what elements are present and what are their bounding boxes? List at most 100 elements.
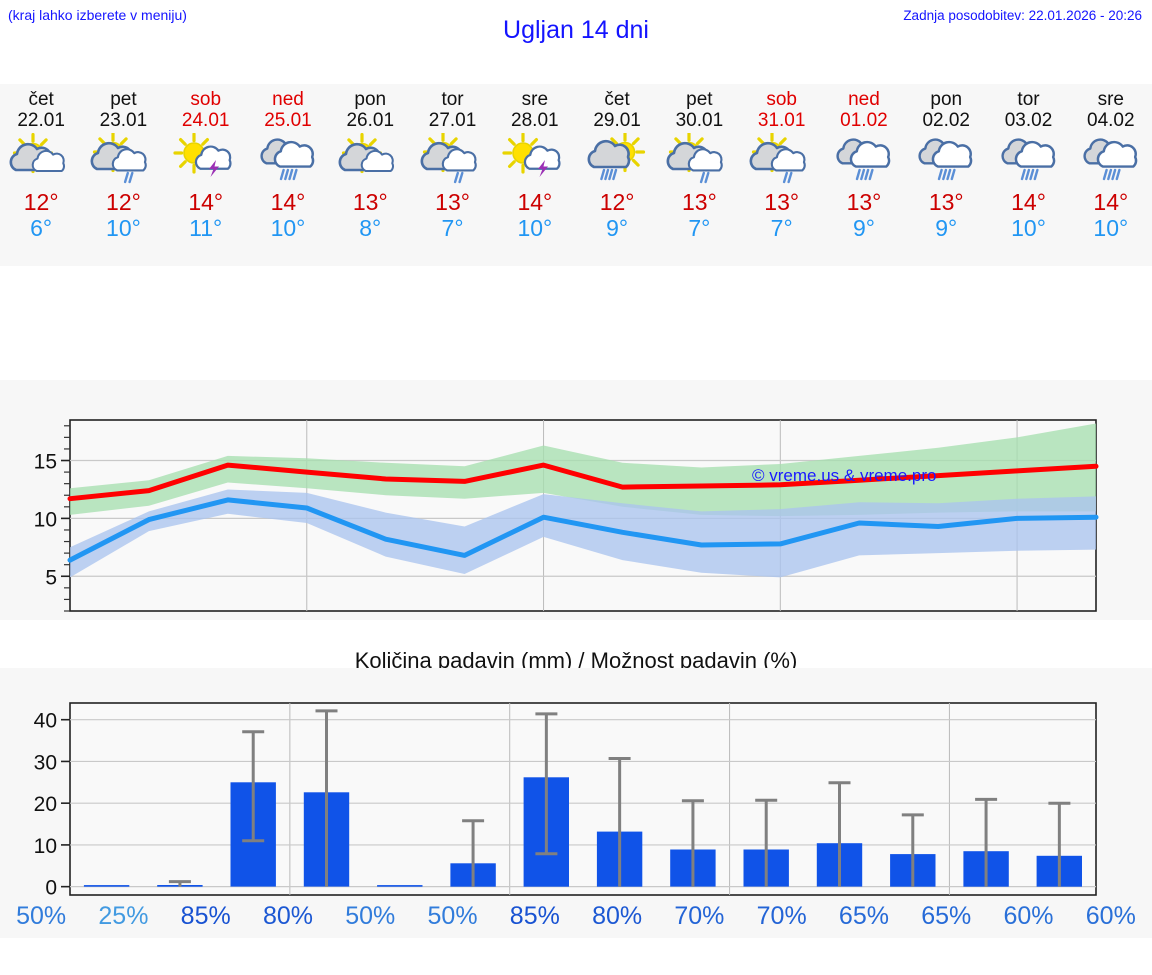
sun-cloud-icon [329,133,411,189]
svg-text:0: 0 [45,877,57,900]
day-of-week-label: sob [190,89,222,110]
min-temperature-label: 6° [30,215,53,241]
min-temperature-label: 9° [935,215,958,241]
location-menu-note[interactable]: (kraj lahko izberete v meniju) [8,7,187,23]
day-date-label: 30.01 [675,110,724,131]
precipitation-probability-label: 60% [1085,902,1136,930]
svg-text:40: 40 [34,710,57,733]
day-of-week-label: čet [604,89,630,110]
day-cell[interactable]: čet 22.01 12° 6° [0,84,82,266]
cloud-rain-icon [905,133,987,189]
day-date-label: 02.02 [922,110,970,131]
day-of-week-label: sob [766,89,797,110]
max-temperature-label: 14° [188,189,224,215]
day-cell[interactable]: pon 26.01 13° 8° [329,84,411,266]
sun-cloud-thunder-icon [494,133,576,189]
cloud-rain-icon [247,133,329,189]
day-cell[interactable]: tor 03.02 14° 10° [987,84,1069,266]
day-cell[interactable]: pon 02.02 13° 9° [905,84,987,266]
min-temperature-label: 7° [688,215,711,241]
day-date-label: 25.01 [264,110,312,131]
day-date-label: 24.01 [181,110,230,131]
last-updated-label: Zadnja posodobitev: 22.01.2026 - 20:26 [903,8,1142,23]
precipitation-probability-label: 50% [427,902,478,930]
day-of-week-label: sre [1097,89,1124,110]
precipitation-probability-row: 50% 25% 85% 80% 50% 50% 85% 80% 70% 70% 65% 65% 60% 6… [0,898,1152,938]
cloud-rain-icon [1070,133,1152,189]
day-date-label: 22.01 [17,110,65,131]
min-temperature-label: 11° [189,215,223,241]
max-temperature-label: 13° [682,189,717,215]
day-cell[interactable]: sob 31.01 13° 7° [741,84,823,266]
page-header: (kraj lahko izberete v meniju) Ugljan 14… [0,0,1152,62]
sun-cloud-rain-icon [82,133,164,189]
day-cell[interactable]: čet 29.01 12° 9° [576,84,658,266]
precipitation-probability-label: 50% [345,902,396,930]
precipitation-probability-label: 60% [1003,902,1054,930]
sun-cloud-rain-icon [658,133,740,189]
day-of-week-label: čet [28,89,54,110]
svg-text:15: 15 [34,451,57,474]
max-temperature-label: 12° [599,189,635,215]
max-temperature-label: 13° [352,189,388,215]
min-temperature-label: 10° [517,215,553,241]
svg-text:30: 30 [34,751,57,774]
day-cell[interactable]: pet 30.01 13° 7° [658,84,740,266]
day-cell[interactable]: pet 23.01 12° 10° [82,84,164,266]
page-title: Ugljan 14 dni [503,16,649,44]
min-temperature-label: 7° [441,215,464,241]
max-temperature-label: 13° [764,189,800,215]
sun-cloud-icon [0,133,82,189]
day-date-label: 28.01 [511,110,559,131]
svg-text:5: 5 [45,566,57,589]
day-cell[interactable]: sob 24.01 14° 11° [165,84,247,266]
cloud-rain-icon [987,133,1069,189]
precipitation-probability-label: 50% [16,902,67,930]
day-cell[interactable]: ned 01.02 13° 9° [823,84,905,266]
min-temperature-label: 9° [852,215,875,241]
day-of-week-label: pon [930,89,963,110]
min-temperature-label: 8° [359,215,382,241]
day-of-week-label: ned [848,89,880,110]
day-of-week-label: tor [441,89,464,110]
day-date-label: 31.01 [757,110,806,131]
precipitation-probability-label: 25% [98,902,149,930]
temperature-chart: 5 10 15 [0,380,1152,620]
day-of-week-label: pet [110,89,137,110]
precipitation-probability-label: 65% [838,902,889,930]
sun-cloud-rain-icon [741,133,823,189]
precipitation-probability-label: 80% [592,902,643,930]
sun-cloud-rain-icon [411,133,493,189]
day-date-label: 26.01 [346,110,395,131]
day-cell[interactable]: ned 25.01 14° 10° [247,84,329,266]
day-of-week-label: ned [272,89,304,110]
svg-text:20: 20 [34,793,57,816]
day-date-label: 23.01 [99,110,148,131]
day-date-label: 29.01 [593,110,641,131]
sun-cloud-thunder-icon [165,133,247,189]
sun-cloud-rain-heavy-icon [576,133,658,189]
max-temperature-label: 12° [23,189,59,215]
day-cell[interactable]: tor 27.01 13° 7° [411,84,493,266]
svg-text:10: 10 [34,835,57,858]
precipitation-probability-label: 70% [674,902,725,930]
min-temperature-label: 7° [770,215,793,241]
daily-forecast-strip: čet 22.01 12° 6° pet 23.01 12° 10° sob 24.01 14… [0,84,1152,266]
day-of-week-label: sre [521,89,549,110]
watermark: © vreme.us & vreme.pro [752,466,937,485]
min-temperature-label: 10° [106,215,141,241]
svg-text:10: 10 [34,508,57,531]
precipitation-probability-label: 70% [756,902,807,930]
day-cell[interactable]: sre 28.01 14° 10° [494,84,576,266]
max-temperature-label: 13° [846,189,882,215]
precipitation-chart: 0 10 20 30 40 [0,668,1152,930]
max-temperature-label: 13° [435,189,470,215]
day-of-week-label: pon [354,89,387,110]
precipitation-probability-label: 85% [180,902,231,930]
day-cell[interactable]: sre 04.02 14° 10° [1070,84,1152,266]
max-temperature-label: 12° [106,189,141,215]
day-date-label: 03.02 [1004,110,1053,131]
day-of-week-label: pet [686,89,713,110]
min-temperature-label: 9° [606,215,629,241]
